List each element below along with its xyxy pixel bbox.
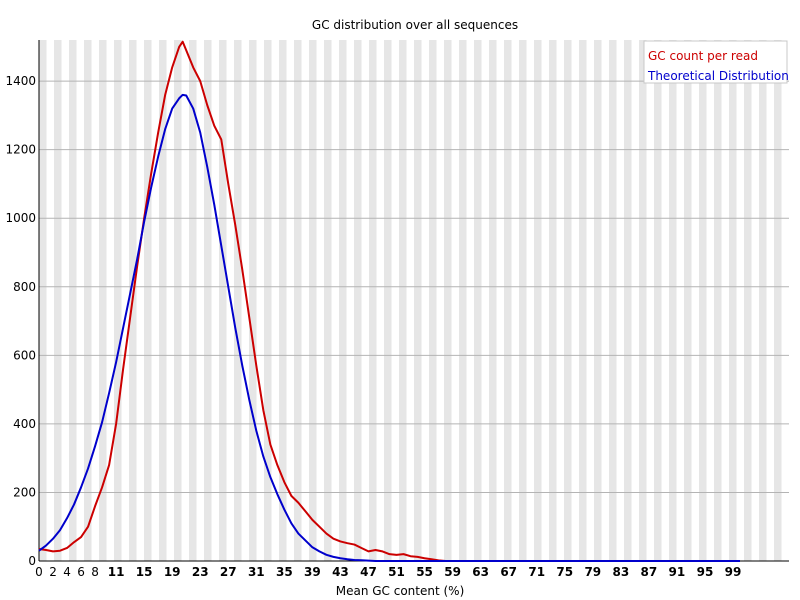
x-tick-label: 11 (108, 565, 125, 579)
background-stripe (54, 40, 62, 561)
background-stripe (459, 40, 467, 561)
background-stripe (534, 40, 542, 561)
background-stripe (654, 40, 662, 561)
x-tick-label: 75 (556, 565, 573, 579)
background-stripe (189, 40, 197, 561)
x-tick-label: 8 (91, 565, 99, 579)
background-stripe (759, 40, 767, 561)
x-tick-label: 47 (360, 565, 377, 579)
y-tick-label: 400 (13, 417, 36, 431)
background-stripe (339, 40, 347, 561)
background-stripe (174, 40, 182, 561)
background-stripe (144, 40, 152, 561)
background-stripe (39, 40, 47, 561)
legend-item-theoretical: Theoretical Distribution (647, 69, 789, 83)
y-tick-labels: 0 200 400 600 800 1000 1200 1400 (5, 74, 36, 568)
x-axis-title: Mean GC content (%) (336, 584, 465, 598)
x-tick-label: 91 (669, 565, 686, 579)
y-tick-label: 0 (28, 554, 36, 568)
background-stripe (549, 40, 557, 561)
series-line-gc-count (38, 40, 740, 562)
series-line-theoretical (38, 93, 740, 562)
background-stripe (639, 40, 647, 561)
legend-item-gc-count: GC count per read (648, 49, 758, 63)
x-tick-label: 4 (63, 565, 71, 579)
y-tick-label: 200 (13, 485, 36, 499)
background-stripe (99, 40, 107, 561)
background-stripe (489, 40, 497, 561)
background-stripe (369, 40, 377, 561)
background-stripe (279, 40, 287, 561)
background-stripe (669, 40, 677, 561)
x-tick-label: 87 (641, 565, 658, 579)
x-tick-label: 51 (388, 565, 405, 579)
x-tick-label: 0 (35, 565, 43, 579)
x-tick-label: 43 (332, 565, 349, 579)
background-stripe (234, 40, 242, 561)
x-tick-label: 35 (276, 565, 293, 579)
background-stripe (564, 40, 572, 561)
x-tick-label: 6 (77, 565, 85, 579)
chart-title: GC distribution over all sequences (312, 18, 518, 32)
background-stripe (744, 40, 752, 561)
x-tick-label: 67 (500, 565, 517, 579)
background-stripe (594, 40, 602, 561)
x-tick-label: 55 (416, 565, 433, 579)
background-stripe (579, 40, 587, 561)
background-stripe (264, 40, 272, 561)
legend-box (643, 40, 788, 84)
x-tick-label: 95 (697, 565, 714, 579)
series-lines (38, 40, 740, 562)
y-tick-label: 600 (13, 348, 36, 362)
background-stripe (384, 40, 392, 561)
background-stripe (324, 40, 332, 561)
background-stripe (519, 40, 527, 561)
x-tick-label: 19 (164, 565, 181, 579)
x-tick-label: 63 (472, 565, 489, 579)
x-tick-label: 71 (528, 565, 545, 579)
y-tick-label: 1400 (5, 74, 36, 88)
background-stripe (219, 40, 227, 561)
background-stripe (309, 40, 317, 561)
background-stripe (444, 40, 452, 561)
x-tick-label: 83 (612, 565, 629, 579)
background-stripe (774, 40, 782, 561)
background-stripe (474, 40, 482, 561)
background-stripe (399, 40, 407, 561)
background-stripe (714, 40, 722, 561)
x-tick-label: 31 (248, 565, 265, 579)
background-stripe (729, 40, 737, 561)
x-tick-label: 39 (304, 565, 321, 579)
x-tick-label: 27 (220, 565, 237, 579)
legend: GC count per read Theoretical Distributi… (643, 40, 789, 84)
x-tick-label: 99 (725, 565, 742, 579)
background-stripe (684, 40, 692, 561)
background-stripe (504, 40, 512, 561)
background-stripe (294, 40, 302, 561)
background-stripe (69, 40, 77, 561)
x-tick-label: 2 (49, 565, 57, 579)
background-stripe (204, 40, 212, 561)
background-stripe (414, 40, 422, 561)
x-tick-label: 15 (136, 565, 153, 579)
background-stripe (159, 40, 167, 561)
y-tick-label: 1000 (5, 211, 36, 225)
y-tick-label: 1200 (5, 143, 36, 157)
background-stripe (624, 40, 632, 561)
background-stripe (114, 40, 122, 561)
y-tick-label: 800 (13, 280, 36, 294)
x-tick-label: 79 (584, 565, 601, 579)
background-stripe (429, 40, 437, 561)
background-stripes (39, 40, 782, 561)
x-tick-label: 59 (444, 565, 461, 579)
background-stripe (84, 40, 92, 561)
background-stripe (249, 40, 257, 561)
background-stripe (609, 40, 617, 561)
x-tick-label: 23 (192, 565, 209, 579)
x-tick-labels: 0 2 4 6 8 11 15 19 23 27 31 35 39 43 47 51 55 59 63 67 71 75 7… (35, 565, 741, 579)
background-stripe (699, 40, 707, 561)
background-stripe (354, 40, 362, 561)
